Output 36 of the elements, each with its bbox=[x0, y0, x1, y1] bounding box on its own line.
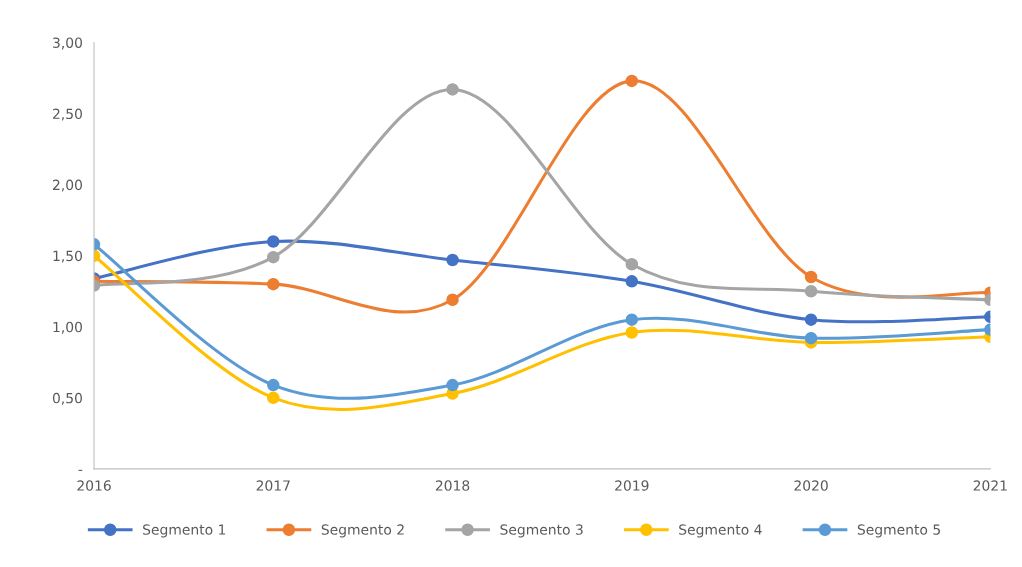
point bbox=[804, 331, 818, 345]
legend-label: Segmento 1 bbox=[143, 524, 226, 538]
point bbox=[446, 83, 459, 96]
legend-label: Segmento 2 bbox=[321, 524, 404, 538]
point bbox=[625, 257, 639, 271]
x-tick-label: 2017 bbox=[256, 480, 290, 491]
point bbox=[625, 74, 639, 88]
y-tick-label: 1,50 bbox=[53, 250, 82, 263]
point bbox=[267, 391, 280, 405]
point bbox=[446, 378, 459, 392]
x-tick-label: 2019 bbox=[615, 480, 649, 491]
y-tick-label: 0,50 bbox=[52, 392, 82, 405]
point bbox=[446, 253, 459, 267]
point bbox=[804, 284, 818, 298]
point bbox=[804, 313, 818, 326]
legend-label: Segmento 3 bbox=[500, 524, 583, 538]
point bbox=[267, 277, 280, 291]
y-tick-label: 3,00 bbox=[53, 37, 82, 50]
x-tick-label: 2018 bbox=[435, 480, 470, 491]
x-tick-label: 2016 bbox=[77, 480, 111, 491]
point bbox=[625, 313, 639, 326]
point bbox=[446, 293, 459, 307]
legend-label: Segmento 4 bbox=[679, 524, 762, 538]
point bbox=[267, 235, 280, 248]
y-tick-label: 2,50 bbox=[53, 108, 82, 121]
legend-label: Segmento 5 bbox=[857, 524, 940, 538]
x-tick-label: 2020 bbox=[794, 480, 828, 491]
y-tick-label: - bbox=[78, 469, 83, 471]
x-tick-label: 2021 bbox=[973, 480, 1007, 491]
y-tick-label: 2,00 bbox=[53, 179, 82, 192]
point bbox=[804, 270, 818, 284]
point bbox=[267, 378, 280, 392]
point bbox=[267, 250, 280, 264]
point bbox=[625, 275, 639, 288]
y-tick-label: 1,00 bbox=[53, 321, 82, 334]
point bbox=[625, 326, 639, 339]
